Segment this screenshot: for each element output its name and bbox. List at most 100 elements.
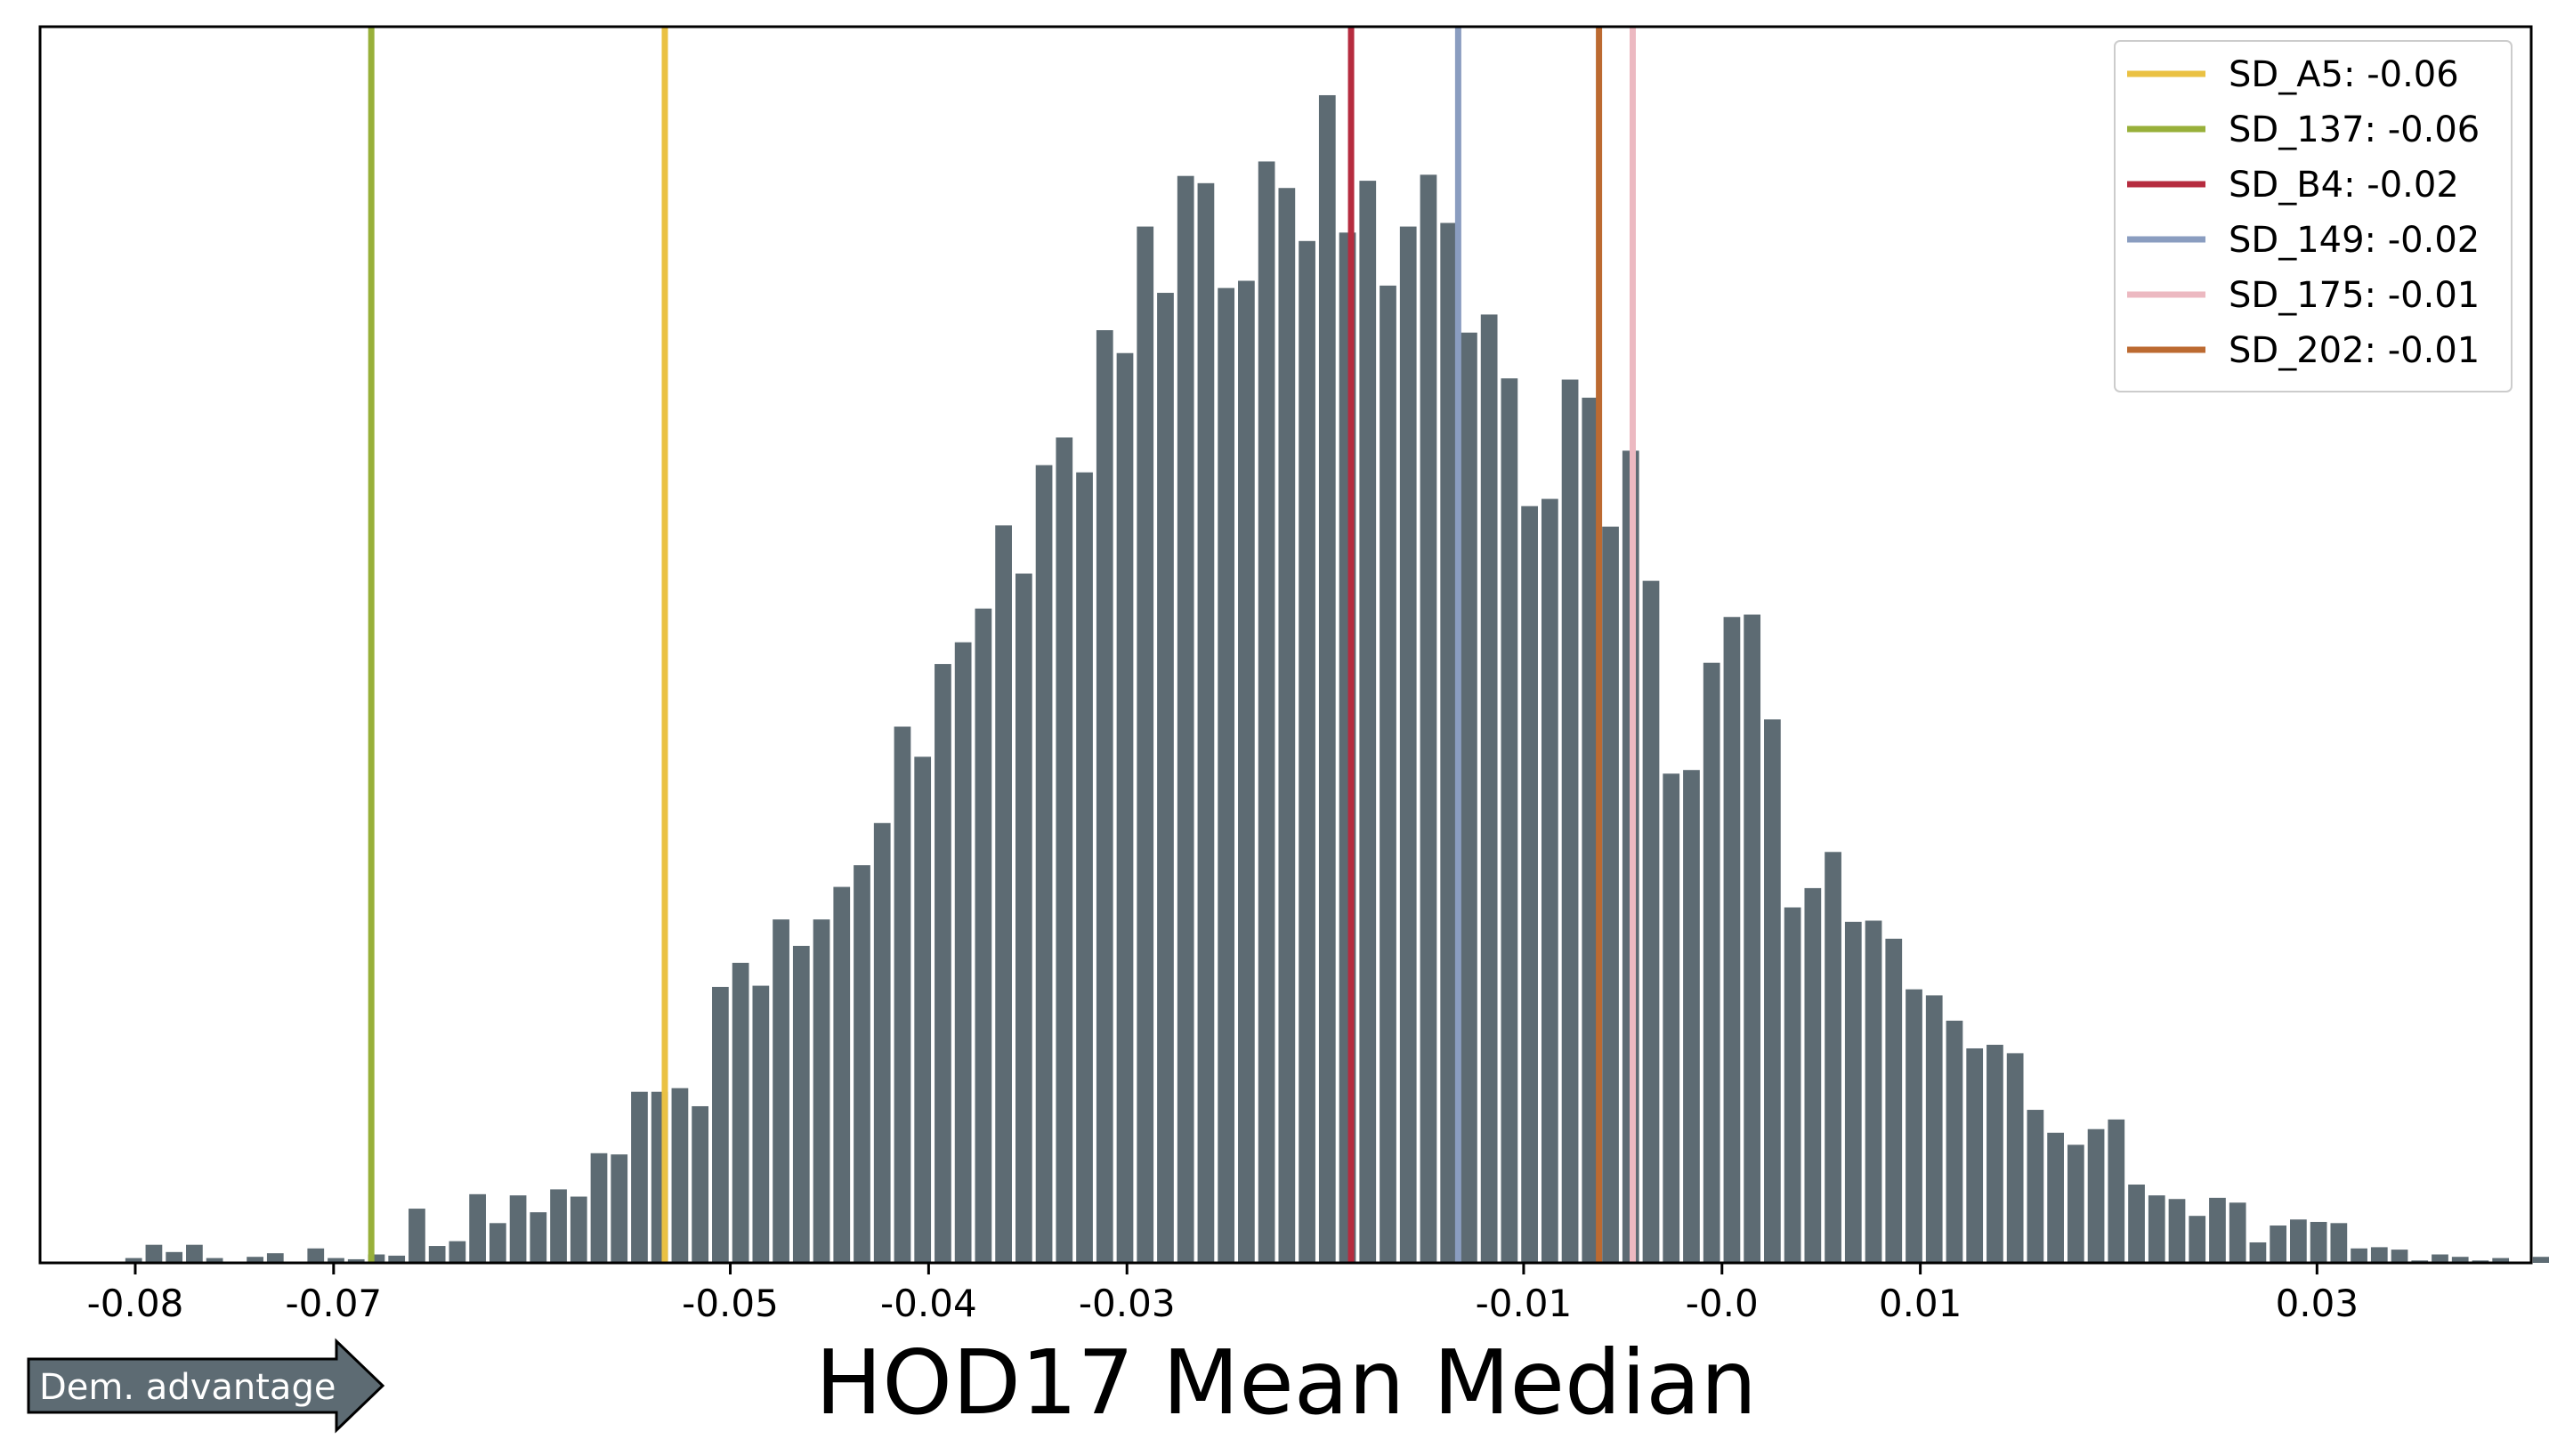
histogram-bar [833,886,851,1263]
legend-entry: SD_A5: -0.06 [2229,54,2459,95]
histogram-bar [1238,280,1255,1263]
histogram-bar [2067,1145,2084,1263]
histogram-bar [975,608,992,1263]
x-tick-label: -0.01 [1476,1282,1573,1325]
histogram-bar [773,919,789,1263]
histogram-bar [1258,161,1275,1264]
histogram-bar [409,1209,425,1263]
histogram-bar [631,1091,648,1263]
histogram-bar [1804,887,1822,1263]
x-tick-label: -0.04 [880,1282,977,1325]
histogram-bar [611,1154,628,1263]
histogram-bar [1825,852,1841,1263]
histogram-bar [590,1153,608,1263]
histogram-bar [1278,188,1296,1264]
x-tick-label: -0.03 [1079,1282,1176,1325]
histogram-bar [1480,314,1498,1264]
histogram-bar [1177,175,1194,1263]
histogram-bar [449,1241,466,1263]
histogram-bar [1218,287,1235,1263]
histogram-bar [2128,1184,2145,1263]
histogram-bar [2027,1110,2044,1263]
histogram-bar [1946,1020,1963,1263]
histogram-bar [1461,332,1477,1263]
histogram-bar [1642,580,1660,1263]
histogram-bar [247,1257,263,1263]
histogram-bar [1440,222,1458,1263]
histogram-bar [307,1248,325,1263]
x-tick-label: -0.05 [682,1282,779,1325]
histogram-bar [1906,989,1922,1263]
histogram-bar [792,945,810,1263]
histogram-bar [2492,1258,2510,1263]
histogram-bar [1035,465,1053,1263]
histogram-bar [1723,617,1741,1263]
histogram-bar [2432,1254,2448,1263]
histogram-bar [1056,437,1073,1263]
histogram-bar [995,525,1012,1263]
legend-entry: SD_149: -0.02 [2229,220,2480,261]
x-axis-label: HOD17 Mean Median [815,1331,1757,1435]
histogram-bar [469,1193,486,1263]
histogram-bar [2391,1250,2408,1263]
histogram-bar [388,1255,406,1263]
histogram-bar [1744,614,1761,1263]
histogram-bar [1197,182,1215,1263]
x-tick-label: -0.07 [285,1282,382,1325]
histogram-bar [186,1244,203,1263]
legend-entry: SD_175: -0.01 [2229,275,2480,316]
histogram-bar [954,642,972,1263]
histogram-bar [2148,1195,2165,1263]
x-tick-label: -0.08 [87,1282,184,1325]
histogram-bar [530,1212,547,1263]
histogram-bar [1966,1048,1984,1263]
legend-entry: SD_137: -0.06 [2229,109,2480,150]
plot-frame [38,25,2533,1265]
histogram-bar [1784,907,1801,1263]
histogram-bar [1420,174,1437,1263]
histogram-bar [1987,1044,2003,1263]
histogram-bar [1076,472,1093,1263]
histogram-bar [854,865,870,1263]
histogram-bar [1561,379,1579,1263]
histogram-bar [509,1195,527,1263]
histogram-bar [813,919,830,1263]
histogram-bar [1602,526,1619,1263]
histogram-bar [125,1258,142,1263]
histogram-bar [2209,1197,2226,1263]
histogram-bar [2168,1199,2186,1263]
histogram-bar [1318,94,1336,1263]
arrow-label: Dem. advantage [39,1367,336,1408]
reference-lines [368,27,1636,1263]
histogram-bar [1399,226,1417,1263]
histogram-bar [166,1251,183,1263]
histogram-bar [1541,498,1558,1263]
histogram-bar [1703,662,1720,1263]
histogram-bar [1663,773,1680,1263]
histogram-bar [1865,920,1882,1263]
histogram-bar [2370,1247,2388,1263]
histogram-bar [489,1223,506,1263]
histogram-bar [1116,352,1134,1264]
histogram-bar [692,1105,709,1263]
histogram-bar [2087,1128,2105,1263]
histogram-bar [671,1088,689,1263]
histogram-bar [328,1258,344,1263]
histogram-bar [550,1189,567,1263]
histogram-bar [1683,770,1700,1263]
histogram-bar [2108,1119,2125,1263]
histogram-bar [1015,573,1032,1263]
histogram-bar [206,1258,223,1263]
histogram-bar [2189,1216,2206,1263]
histogram-bar [1096,330,1113,1263]
histogram-bar [2249,1242,2267,1263]
histogram-bar [570,1196,587,1263]
histogram-bar [752,985,770,1263]
histogram-bar [1582,397,1599,1263]
histogram-bar [2532,1257,2549,1263]
histogram-bar [1137,226,1154,1263]
histogram-bar [1764,719,1781,1263]
histogram-bar [2310,1221,2327,1263]
histogram-bar [1501,378,1518,1263]
